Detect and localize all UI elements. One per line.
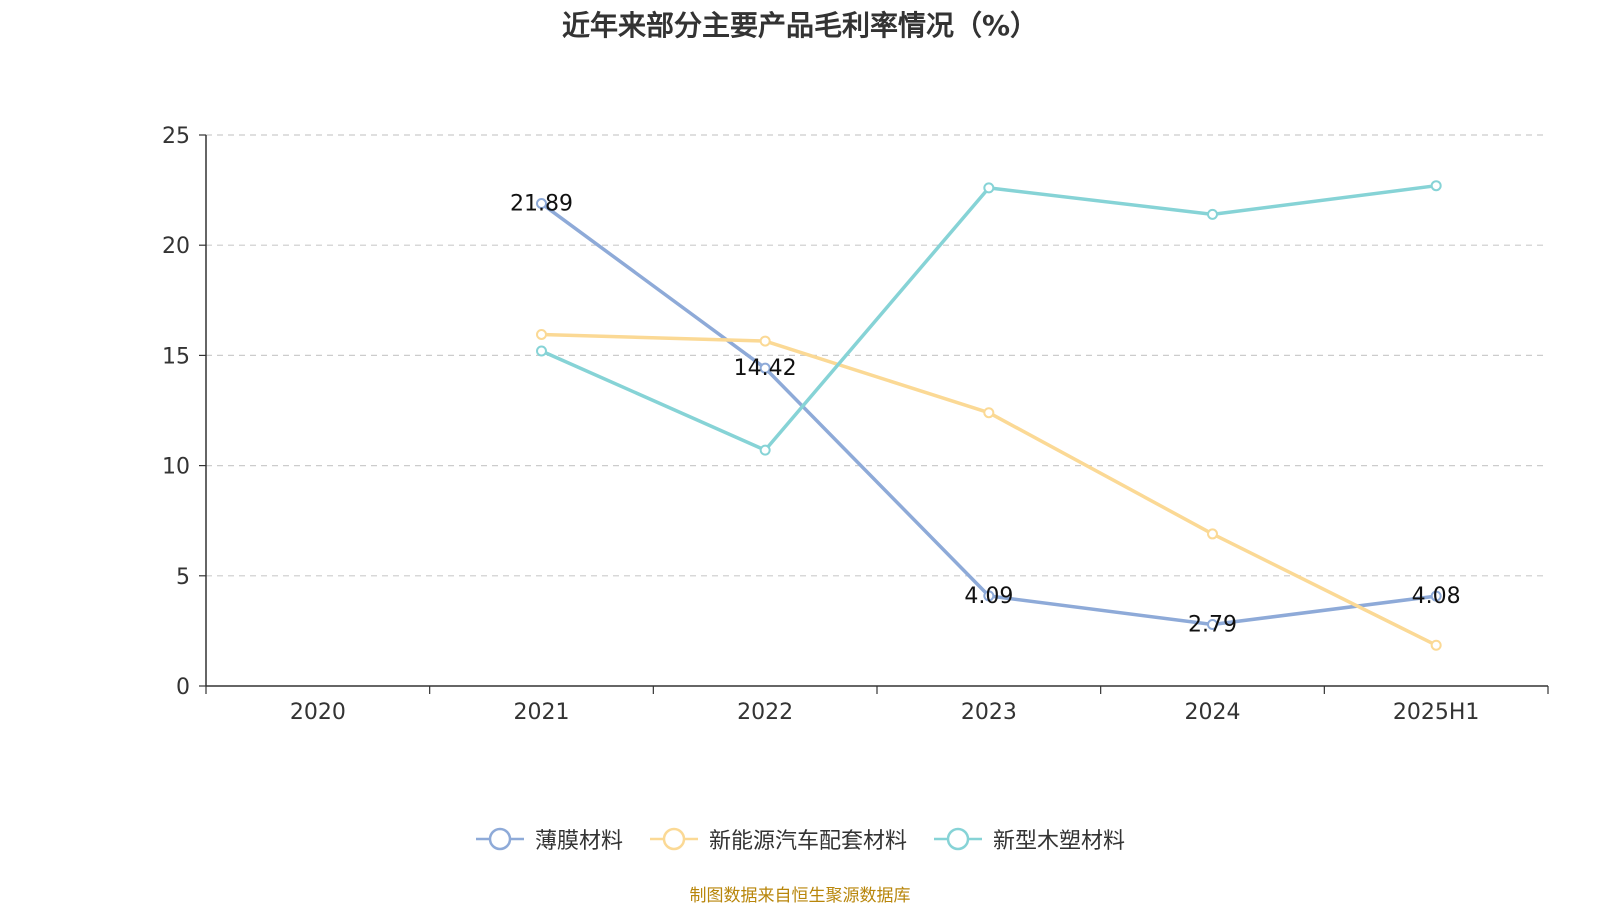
data-point (983, 590, 995, 602)
legend-label: 新能源汽车配套材料 (708, 829, 907, 854)
data-point (1430, 180, 1442, 192)
data-point (536, 328, 547, 340)
data-point (759, 444, 771, 456)
legend-marker-icon (475, 827, 524, 851)
x-tick-label: 2024 (1185, 700, 1241, 725)
y-tick-label: 15 (162, 344, 190, 369)
data-point (1207, 528, 1218, 540)
chart-title: 近年来部分主要产品毛利率情况（%） (561, 9, 1039, 42)
data-label: 2.79 (1188, 613, 1237, 638)
y-tick-label: 20 (162, 234, 190, 259)
data-source-note: 制图数据来自恒生聚源数据库 (689, 886, 911, 906)
data-point (1430, 639, 1442, 651)
y-tick-label: 25 (162, 124, 190, 149)
data-point (1430, 590, 1442, 602)
legend-label: 薄膜材料 (534, 829, 623, 854)
data-label: 14.42 (734, 356, 797, 381)
y-tick-label: 10 (162, 455, 190, 480)
x-tick-label: 2020 (290, 700, 346, 725)
data-point (1207, 208, 1218, 220)
x-tick-label: 2022 (737, 700, 793, 725)
legend-item-1[interactable]: 薄膜材料 (475, 823, 623, 855)
legend-marker-icon (649, 827, 698, 851)
x-tick-label: 2025H1 (1393, 700, 1480, 725)
data-point (759, 362, 771, 374)
y-tick-label: 5 (176, 565, 190, 590)
legend-label: 新型木塑材料 (993, 829, 1126, 854)
x-tick-label: 2023 (961, 700, 1017, 725)
legend-item-3[interactable]: 新型木塑材料 (933, 823, 1125, 855)
data-point (983, 407, 995, 419)
data-label: 4.08 (1412, 584, 1461, 609)
data-point (536, 198, 547, 210)
data-label: 21.89 (510, 192, 573, 217)
data-point (983, 182, 995, 194)
data-point (759, 335, 771, 347)
data-point (1207, 619, 1218, 631)
legend-marker-icon (934, 827, 982, 851)
y-tick-label: 0 (176, 675, 190, 700)
chart-legend: 薄膜材料 新能源汽车配套材料 新型木塑材料 (0, 823, 1600, 855)
data-label: 4.09 (964, 584, 1013, 609)
x-tick-label: 2021 (514, 700, 570, 725)
legend-item-2[interactable]: 新能源汽车配套材料 (649, 823, 907, 855)
data-point (536, 345, 547, 357)
